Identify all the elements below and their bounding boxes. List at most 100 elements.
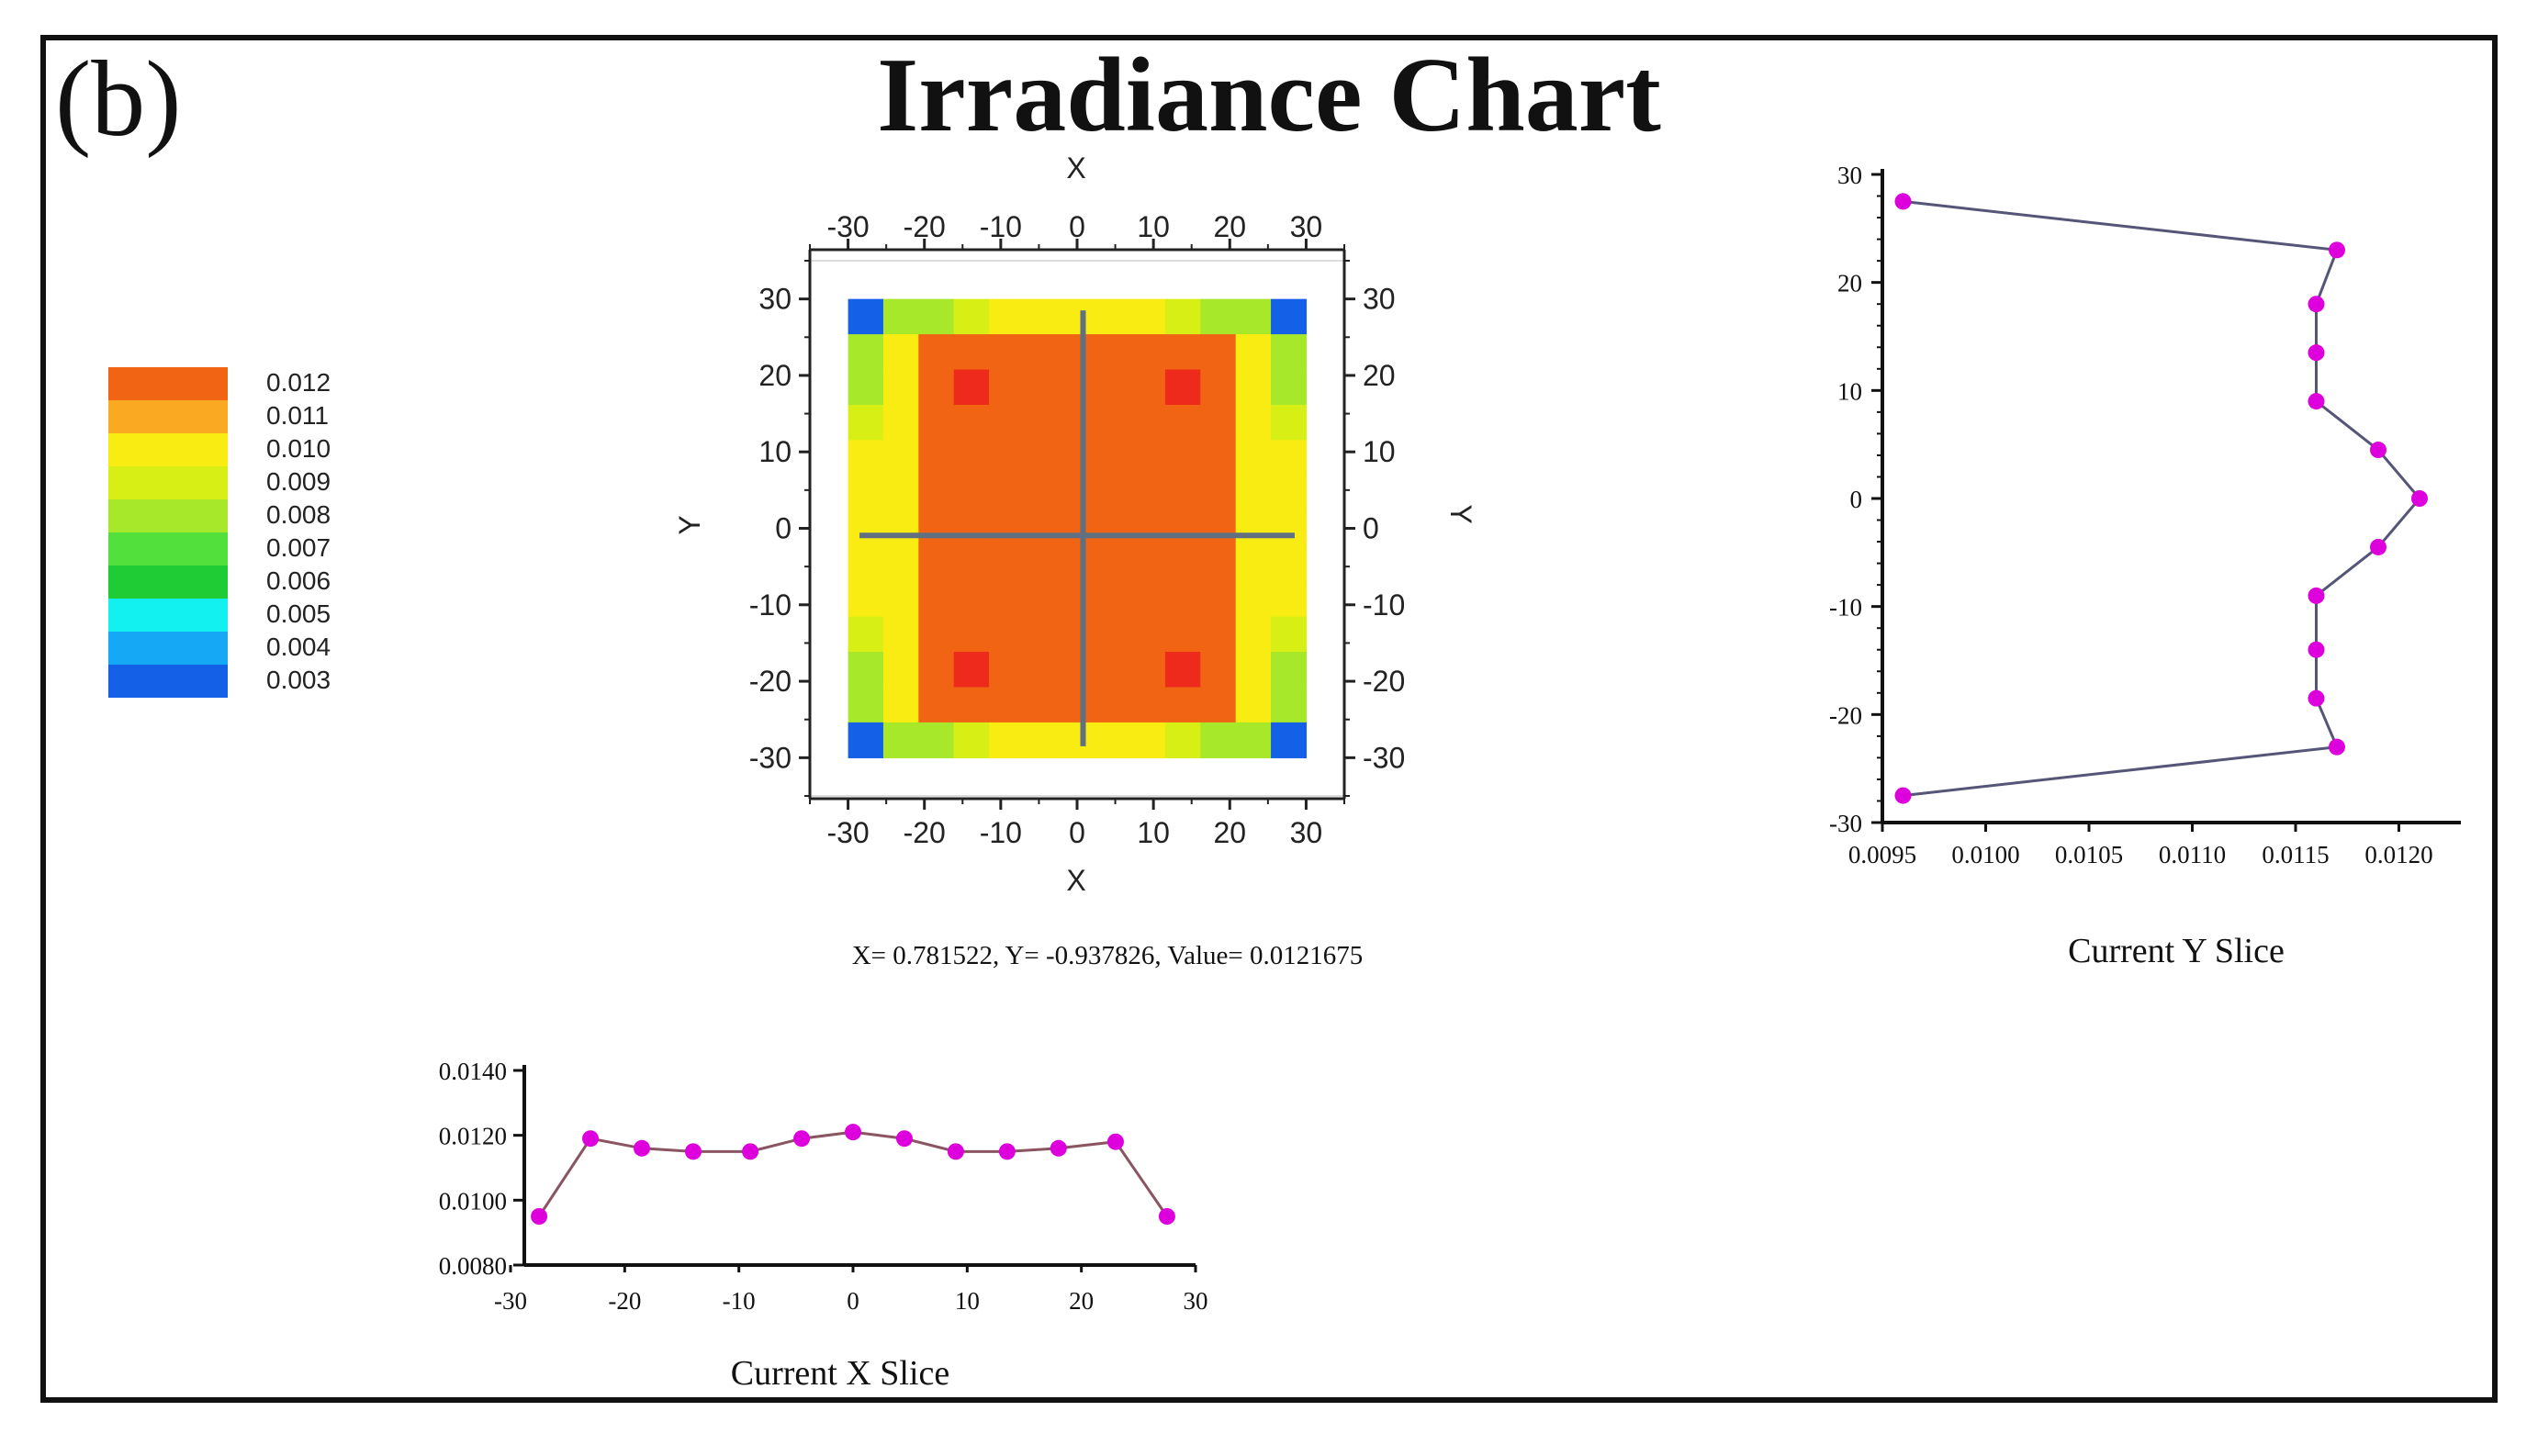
y-tick-label-left: 0 bbox=[775, 512, 792, 545]
heatmap-cell bbox=[953, 369, 990, 406]
heatmap-cell bbox=[1024, 404, 1061, 442]
heatmap-cell bbox=[1059, 440, 1095, 476]
heatmap-cell bbox=[918, 581, 955, 618]
heatmap-cell bbox=[1129, 687, 1166, 723]
heatmap-cell bbox=[882, 722, 919, 758]
heatmap-cell bbox=[1164, 687, 1201, 723]
heatmap-cell bbox=[953, 510, 990, 547]
heatmap-cell bbox=[1059, 404, 1095, 442]
heatmap-cell bbox=[1235, 581, 1272, 618]
legend-swatch bbox=[108, 433, 228, 466]
x-slice-title: Current X Slice bbox=[731, 1354, 950, 1393]
heatmap-cell bbox=[1024, 545, 1061, 582]
y-slice-point bbox=[2308, 641, 2325, 658]
y-tick-label-left: 30 bbox=[758, 283, 792, 316]
x-slice-point bbox=[1050, 1139, 1067, 1157]
heatmap-cell bbox=[918, 298, 955, 335]
x-slice-series-line bbox=[537, 1130, 1169, 1217]
y-slice-point bbox=[1894, 787, 1912, 804]
heatmap-cells bbox=[848, 298, 1308, 758]
heatmap-cell bbox=[1200, 722, 1237, 758]
heatmap-cell bbox=[1164, 616, 1201, 653]
heatmap-cell bbox=[848, 440, 884, 476]
y-tick-label-right: 20 bbox=[1363, 359, 1396, 392]
heatmap-cell bbox=[1200, 687, 1237, 723]
heatmap-cell bbox=[953, 404, 990, 442]
y-slice-ytick-label: 30 bbox=[1837, 162, 1862, 189]
heatmap-cell bbox=[1271, 545, 1308, 582]
y-axis-title-left: Y bbox=[673, 515, 706, 534]
heatmap-cell bbox=[1200, 334, 1237, 371]
heatmap-cell bbox=[1164, 475, 1201, 511]
heatmap-cell bbox=[1095, 687, 1131, 723]
heatmap-cell bbox=[953, 722, 990, 758]
heatmap-cell bbox=[989, 440, 1026, 476]
heatmap-cell bbox=[882, 298, 919, 335]
y-slice-xtick-label: 0.0120 bbox=[2364, 841, 2432, 868]
heatmap-cell bbox=[1271, 298, 1308, 335]
heatmap-cell bbox=[1271, 334, 1308, 371]
heatmap-cell bbox=[918, 687, 955, 723]
heatmap-cell bbox=[989, 475, 1026, 511]
y-slice-point bbox=[2308, 296, 2325, 313]
heatmap-cell bbox=[953, 545, 990, 582]
x-slice-ytick-label: 0.0120 bbox=[439, 1123, 507, 1150]
legend-swatch bbox=[108, 532, 228, 566]
heatmap-cell bbox=[1235, 722, 1272, 758]
heatmap-cell bbox=[882, 440, 919, 476]
legend-label: 0.007 bbox=[266, 533, 331, 562]
heatmap-cell bbox=[953, 687, 990, 723]
heatmap-cell bbox=[1129, 404, 1166, 442]
x-slice-point bbox=[684, 1143, 702, 1160]
heatmap-cell bbox=[1164, 369, 1201, 406]
heatmap-cell bbox=[1024, 687, 1061, 723]
heatmap-cell bbox=[918, 404, 955, 442]
heatmap-cell bbox=[1024, 369, 1061, 406]
heatmap-cell bbox=[1200, 404, 1237, 442]
heatmap-cell bbox=[989, 581, 1026, 618]
x-slice-ytick-label: 0.0140 bbox=[439, 1058, 507, 1085]
y-tick-label-right: -10 bbox=[1363, 588, 1405, 622]
heatmap-cell bbox=[1164, 440, 1201, 476]
heatmap-cell bbox=[1095, 369, 1131, 406]
heatmap-cell bbox=[1235, 334, 1272, 371]
x-tick-label-top: 0 bbox=[1069, 210, 1085, 243]
heatmap-cell bbox=[848, 652, 884, 689]
y-slice-point bbox=[2370, 442, 2386, 459]
heatmap-cell bbox=[1059, 687, 1095, 723]
y-slice-point bbox=[2411, 490, 2428, 507]
legend-swatch bbox=[108, 367, 228, 400]
x-tick-label-top: -30 bbox=[826, 210, 869, 243]
heatmap-cell bbox=[1271, 440, 1308, 476]
heatmap-cell bbox=[989, 369, 1026, 406]
y-tick-label-left: -30 bbox=[749, 741, 792, 774]
heatmap-cell bbox=[1129, 616, 1166, 653]
heatmap-cell bbox=[1129, 510, 1166, 547]
y-slice-point bbox=[2329, 738, 2345, 756]
heatmap-cell bbox=[989, 687, 1026, 723]
heatmap-cell bbox=[1271, 616, 1308, 653]
heatmap-cell bbox=[1235, 369, 1272, 406]
x-axis-title-bottom: X bbox=[1066, 864, 1085, 897]
heatmap-cell bbox=[1059, 510, 1095, 547]
heatmap-cell bbox=[1235, 298, 1272, 335]
x-slice-point bbox=[947, 1143, 964, 1160]
legend-swatch bbox=[108, 400, 228, 433]
heatmap-cell bbox=[918, 722, 955, 758]
y-slice-point bbox=[2308, 587, 2325, 604]
heatmap-cell bbox=[953, 581, 990, 618]
heatmap-cell bbox=[882, 475, 919, 511]
y-slice-ytick-label: 20 bbox=[1837, 270, 1862, 297]
heatmap-cell bbox=[1095, 616, 1131, 653]
y-slice-title: Current Y Slice bbox=[2068, 932, 2285, 970]
heatmap-cell bbox=[918, 652, 955, 689]
x-tick-label-top: -20 bbox=[904, 210, 946, 243]
heatmap-cell bbox=[848, 510, 884, 547]
y-tick-label-right: 30 bbox=[1363, 283, 1396, 316]
heatmap-cell bbox=[1059, 334, 1095, 371]
y-slice-xtick-label: 0.0110 bbox=[2159, 841, 2226, 868]
y-tick-label-left: 20 bbox=[758, 359, 792, 392]
heatmap-cell bbox=[1271, 369, 1308, 406]
heatmap-cell bbox=[1235, 475, 1272, 511]
heatmap-cell bbox=[918, 510, 955, 547]
